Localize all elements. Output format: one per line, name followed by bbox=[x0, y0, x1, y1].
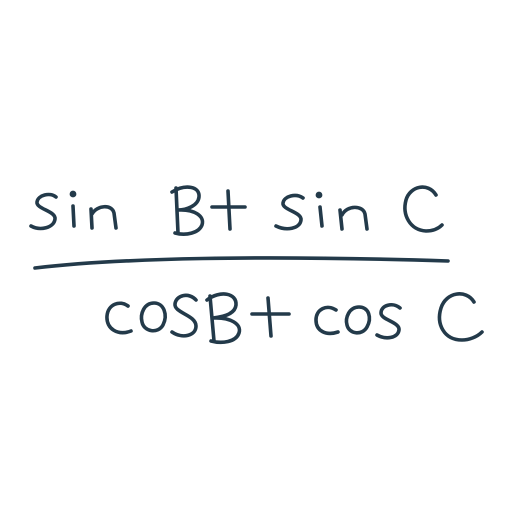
denominator-text: cos B+ cos C bbox=[102, 292, 487, 332]
fraction-bar bbox=[33, 256, 450, 270]
numerator-text: sin B+ sin C bbox=[32, 188, 447, 228]
